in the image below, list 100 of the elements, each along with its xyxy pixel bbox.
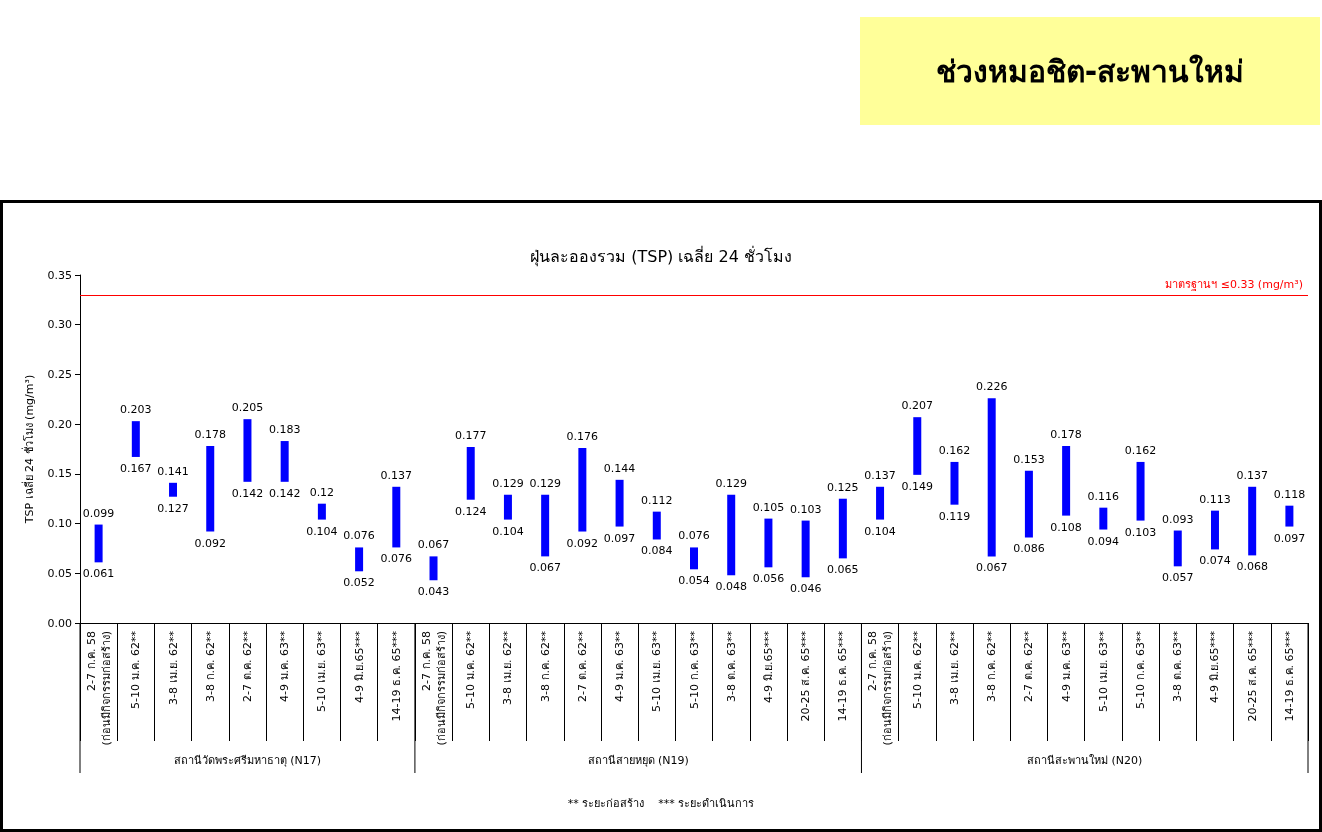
bar: [243, 419, 252, 482]
x-tick-label: 4-9 มิ.ย.65***: [761, 630, 775, 703]
data-label: 0.137: [864, 468, 896, 482]
data-label: 0.125: [827, 480, 859, 494]
x-tick-label: 3-8 ก.ค. 62**: [538, 630, 552, 702]
annotation: 0.067: [975, 561, 1008, 575]
bar: [1285, 505, 1294, 527]
bar: [801, 520, 810, 578]
data-label: 0.103: [789, 502, 822, 516]
x-tick-label: 2-7 ต.ค. 62**: [240, 630, 254, 702]
bar: [690, 547, 698, 570]
chart-subtitle: ช่วงหมอชิต-สะพานใหม่: [860, 17, 1320, 125]
annotation: 0.074: [1199, 554, 1231, 568]
data-label: 0.118: [1273, 487, 1306, 501]
data-label: 0.076: [343, 529, 375, 543]
annotation: 0.149: [901, 479, 934, 493]
x-tick-label: 5-10 เม.ย. 63**: [315, 630, 329, 712]
annotation: 0.097: [603, 531, 636, 545]
annotation: 0.092: [566, 536, 599, 550]
annotation: 0.057: [1162, 571, 1194, 585]
bar: [541, 494, 550, 557]
bar: [838, 498, 847, 559]
data-label: 0.162: [938, 443, 971, 457]
x-tick-label: 4-9 มิ.ย.65***: [1208, 630, 1222, 703]
data-label: 0.113: [1199, 492, 1231, 506]
data-label: 0.12: [309, 485, 335, 499]
x-tick-label: 14-19 ธ.ค. 65***: [389, 630, 403, 722]
annotation: 0.108: [1050, 520, 1082, 534]
data-label: 0.137: [380, 468, 413, 482]
bar: [466, 447, 475, 500]
annotation: 0.097: [1273, 531, 1306, 545]
x-tick-label: 2-7 ก.ค. 58 (ก่อนมีกิจกรรมก่อสร้าง): [419, 631, 448, 746]
y-tick-label: 0.35: [47, 268, 72, 282]
chart-title: ฝุ่นละอองรวม (TSP) เฉลี่ย 24 ชั่วโมง: [530, 244, 792, 267]
x-tick-label: 4-9 ม.ค. 63**: [613, 630, 627, 702]
x-tick-label: 3-8 ก.ค. 62**: [985, 630, 999, 702]
annotation: 0.076: [380, 552, 413, 566]
x-tick-label: 3-8 ก.ค. 62**: [203, 630, 217, 702]
annotation: 0.084: [641, 544, 673, 558]
x-tick-label: 2-7 ก.ค. 58 (ก่อนมีกิจกรรมก่อสร้าง): [866, 631, 895, 746]
ref-line-label: มาตรฐานฯ ≤0.33 (mg/m³): [1165, 277, 1303, 291]
data-label: 0.178: [1050, 428, 1082, 442]
annotation: 0.065: [827, 563, 859, 577]
annotation: 0.142: [268, 486, 301, 500]
bar: [1210, 510, 1219, 550]
x-tick-label: 2-7 ต.ค. 62**: [1022, 630, 1036, 702]
x-tick-label: 5-10 เม.ย. 63**: [650, 630, 664, 712]
data-label: 0.099: [82, 506, 115, 520]
x-tick-label: 4-9 ม.ค. 63**: [1059, 630, 1073, 702]
bar: [1248, 486, 1257, 556]
bar: [131, 421, 140, 457]
bar: [652, 511, 661, 540]
data-label: 0.067: [417, 538, 450, 552]
annotation: 0.043: [417, 585, 450, 599]
annotation: 0.046: [789, 582, 822, 596]
data-label: 0.129: [715, 476, 747, 490]
data-label: 0.137: [1236, 468, 1268, 482]
x-tick-label: 3-8 ต.ค. 63**: [1171, 630, 1185, 702]
data-label: 0.205: [231, 401, 264, 415]
annotation: 0.142: [231, 486, 264, 500]
bar: [503, 494, 512, 520]
annotation: 0.094: [1087, 534, 1120, 548]
x-tick-label: 5-10 ก.ค. 63**: [1134, 630, 1148, 709]
bar: [429, 556, 438, 581]
x-tick-label: 3-8 เม.ย. 62**: [947, 630, 961, 705]
bar: [987, 398, 996, 557]
y-tick-label: 0.25: [47, 367, 72, 381]
annotation: 0.104: [492, 524, 524, 538]
x-tick-label: 4-9 ม.ค. 63**: [278, 630, 292, 702]
x-tick-label: 3-8 เม.ย. 62**: [166, 630, 180, 705]
bar: [1024, 470, 1033, 538]
annotation: 0.056: [752, 572, 785, 586]
x-tick-label: 5-10 ม.ค. 62**: [910, 630, 924, 709]
data-label: 0.207: [901, 399, 934, 413]
data-label: 0.178: [194, 428, 226, 442]
data-label: 0.129: [529, 476, 561, 490]
y-tick-label: 0.15: [47, 467, 72, 481]
annotation: 0.104: [864, 524, 896, 538]
data-label: 0.144: [603, 461, 636, 475]
x-tick-label: 5-10 ม.ค. 62**: [129, 630, 143, 709]
data-label: 0.176: [566, 430, 599, 444]
annotation: 0.124: [454, 504, 487, 518]
bar: [1173, 530, 1182, 567]
annotation: 0.104: [306, 524, 338, 538]
annotation: 0.068: [1236, 560, 1268, 574]
bar: [578, 448, 587, 532]
x-tick-label: 5-10 ก.ค. 63**: [687, 630, 701, 709]
annotation: 0.119: [938, 509, 971, 523]
bar: [1136, 461, 1145, 521]
data-label: 0.203: [120, 403, 152, 417]
data-label: 0.076: [678, 529, 710, 543]
annotation: 0.061: [82, 567, 115, 581]
data-label: 0.177: [454, 429, 487, 443]
annotation: 0.067: [529, 561, 561, 575]
x-tick-label: 14-19 ธ.ค. 65***: [836, 630, 850, 722]
data-label: 0.226: [975, 380, 1008, 394]
data-label: 0.105: [752, 500, 785, 514]
annotation: 0.127: [157, 501, 189, 515]
x-tick-label: 2-7 ต.ค. 62**: [575, 630, 589, 702]
data-label: 0.162: [1124, 443, 1157, 457]
